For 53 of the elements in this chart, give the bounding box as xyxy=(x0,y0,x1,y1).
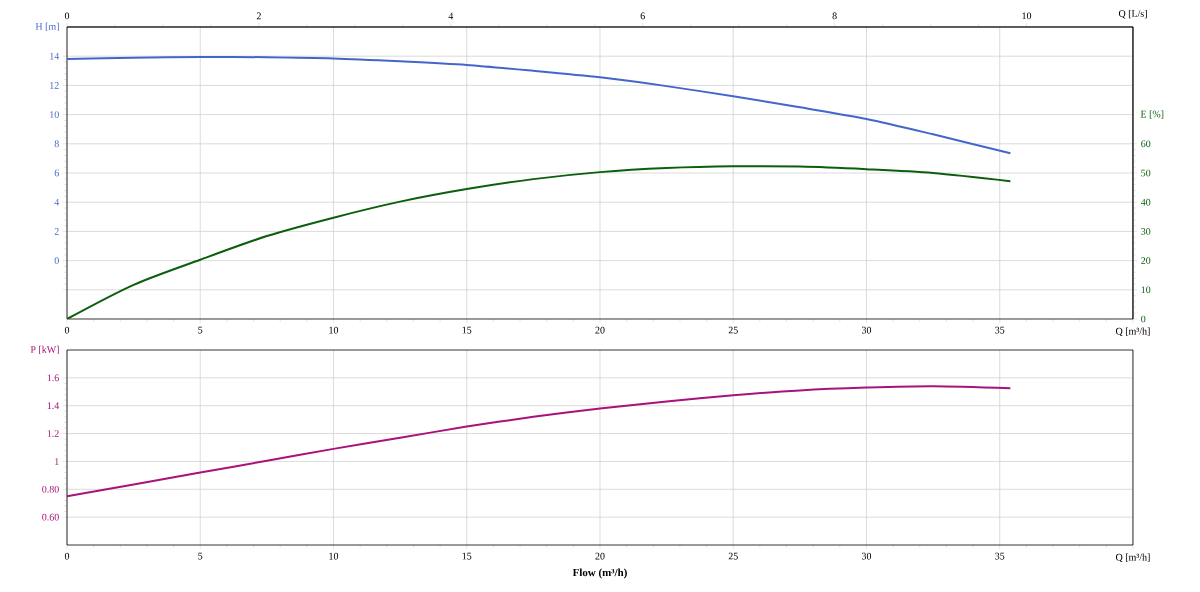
y-tick-label: 2 xyxy=(54,228,59,235)
x2-tick-label: 8 xyxy=(832,12,837,20)
y2-tick-label: 60 xyxy=(1141,140,1151,148)
y-tick-label: 14 xyxy=(50,52,60,60)
y2-tick-label: 20 xyxy=(1141,257,1151,264)
y-tick-label: 0 xyxy=(54,257,59,264)
x2-tick-label: 6 xyxy=(640,12,645,20)
y-tick-label: 1 xyxy=(55,458,59,465)
x-tick-label: 35 xyxy=(995,552,1005,560)
y-tick-label: 12 xyxy=(50,82,59,89)
x2-tick-label: 4 xyxy=(448,12,454,20)
y-tick-label: 10 xyxy=(50,111,59,118)
line-series xyxy=(67,385,1012,498)
x2-axis-title: Q [L/s] xyxy=(1118,9,1147,19)
x2-tick-label: 2 xyxy=(256,12,261,20)
y2-axis-title: E [%] xyxy=(1140,110,1164,119)
y-axis-title: P [kW] xyxy=(30,345,59,355)
x-axis-title: Q [m³/h] xyxy=(1115,553,1150,563)
y-tick-label: 1.6 xyxy=(47,374,59,382)
y-tick-label: 1.2 xyxy=(47,430,59,437)
line-series xyxy=(67,165,1012,319)
x-tick-label: 20 xyxy=(595,326,605,334)
x2-tick-label: 0 xyxy=(64,12,70,20)
x-tick-label: 30 xyxy=(861,552,872,560)
x-tick-label: 10 xyxy=(329,326,339,334)
x-tick-label: 15 xyxy=(462,552,472,560)
y-tick-label: 4 xyxy=(54,198,60,206)
y2-tick-label: 0 xyxy=(1141,315,1146,323)
y2-tick-label: 40 xyxy=(1140,198,1151,206)
y-tick-label: 0.60 xyxy=(42,513,59,521)
x-axis-title: Q [m³/h] xyxy=(1115,327,1150,337)
y2-tick-label: 50 xyxy=(1141,169,1151,177)
x-tick-label: 35 xyxy=(995,326,1005,334)
x2-tick-label: 10 xyxy=(1022,12,1032,20)
y2-tick-label: 30 xyxy=(1141,228,1151,235)
y-tick-label: 6 xyxy=(54,169,59,177)
text: Flow (m³/h) xyxy=(572,568,627,579)
x-tick-label: 15 xyxy=(462,326,472,334)
y-tick-label: 1.4 xyxy=(47,402,60,410)
x-tick-label: 5 xyxy=(198,552,203,560)
x-tick-label: 25 xyxy=(728,326,738,334)
y2-tick-label: 10 xyxy=(1141,286,1151,294)
x-tick-label: 10 xyxy=(329,552,339,560)
y-tick-label: 0.80 xyxy=(42,485,59,493)
x-tick-label: 0 xyxy=(64,552,70,560)
line-series xyxy=(67,55,1012,155)
x-tick-label: 0 xyxy=(64,326,70,334)
y-tick-label: 8 xyxy=(54,140,59,148)
x-tick-label: 25 xyxy=(728,552,738,560)
x-tick-label: 20 xyxy=(595,552,605,560)
x-tick-label: 30 xyxy=(861,326,872,334)
x-tick-label: 5 xyxy=(198,326,203,334)
y-axis-title: H [m] xyxy=(35,22,59,32)
